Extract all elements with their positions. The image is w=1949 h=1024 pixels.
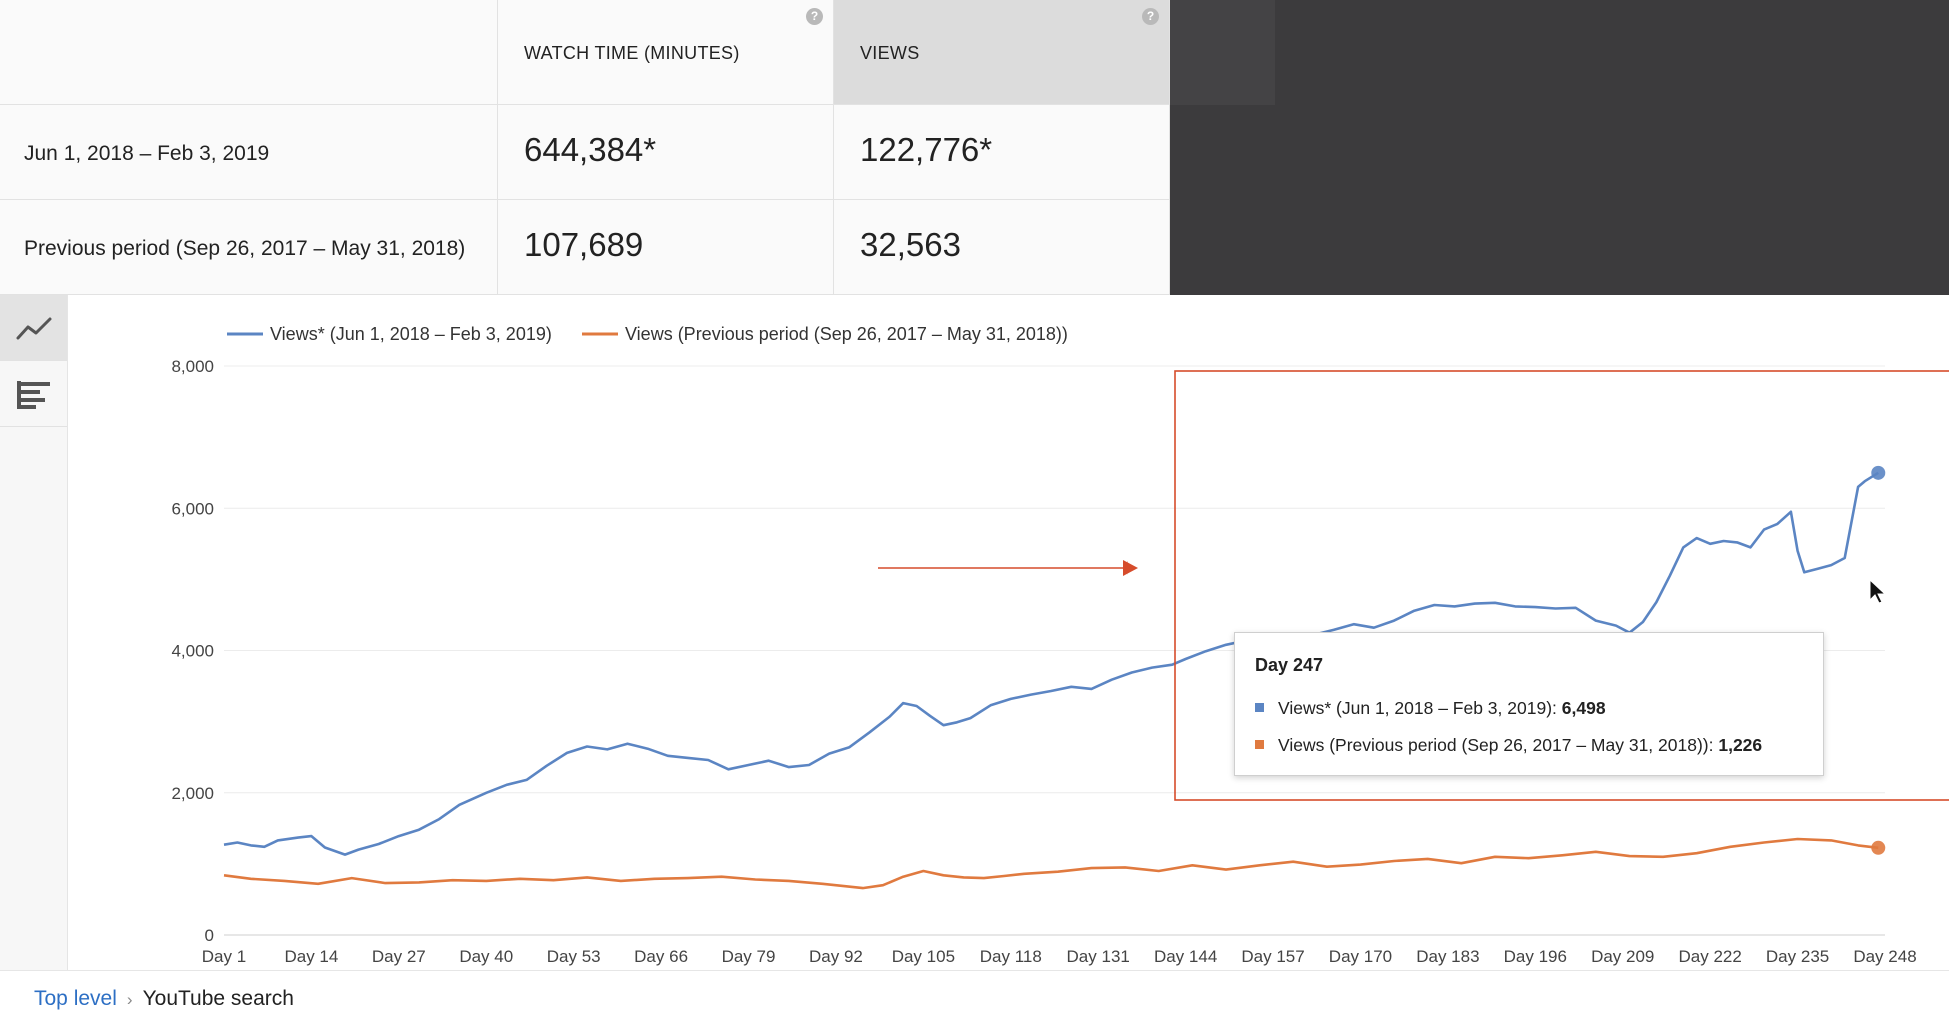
y-tick-label: 0 xyxy=(205,926,214,945)
y-tick-label: 4,000 xyxy=(171,642,214,661)
x-tick-label: Day 196 xyxy=(1504,947,1567,966)
x-tick-label: Day 79 xyxy=(722,947,776,966)
tooltip-title: Day 247 xyxy=(1255,655,1324,675)
watch-time-header-label: WATCH TIME (MINUTES) xyxy=(524,43,740,63)
highlight-box xyxy=(1174,370,1949,801)
x-tick-label: Day 40 xyxy=(459,947,513,966)
watch-time-value-cell: 107,689 xyxy=(498,200,834,295)
x-tick-label: Day 27 xyxy=(372,947,426,966)
views-value: 122,776* xyxy=(860,131,993,168)
x-tick-label: Day 92 xyxy=(809,947,863,966)
background-panel-inner xyxy=(1170,0,1275,105)
row-label: Jun 1, 2018 – Feb 3, 2019 xyxy=(24,142,270,165)
x-tick-label: Day 209 xyxy=(1591,947,1654,966)
line-chart-icon xyxy=(16,317,52,340)
series-line-current xyxy=(223,471,1879,856)
line-chart-button[interactable] xyxy=(0,295,67,361)
tooltip-label: Views* (Jun 1, 2018 – Feb 3, 2019): xyxy=(1278,698,1557,718)
legend: Views* (Jun 1, 2018 – Feb 3, 2019) Views… xyxy=(227,324,1068,344)
x-tick-label: Day 14 xyxy=(284,947,338,966)
table-row: Previous period (Sep 26, 2017 – May 31, … xyxy=(0,200,498,295)
breadcrumb-current: YouTube search xyxy=(142,987,294,1010)
bar-chart-button[interactable] xyxy=(0,361,67,427)
breadcrumb: Top level › YouTube search xyxy=(34,987,294,1011)
help-icon[interactable]: ? xyxy=(806,8,823,25)
hover-point-previous[interactable] xyxy=(1871,840,1886,855)
metrics-table: WATCH TIME (MINUTES) ? VIEWS ? Jun 1, 20… xyxy=(0,0,1170,295)
row-label: Previous period (Sep 26, 2017 – May 31, … xyxy=(24,237,466,260)
chart-tooltip: Day 247 Views* (Jun 1, 2018 – Feb 3, 201… xyxy=(1234,632,1824,776)
legend-label: Views* (Jun 1, 2018 – Feb 3, 2019) xyxy=(270,324,552,344)
tooltip-swatch xyxy=(1255,739,1264,749)
help-icon[interactable]: ? xyxy=(1142,8,1159,25)
y-tick-label: 2,000 xyxy=(171,784,214,803)
x-tick-label: Day 248 xyxy=(1853,947,1916,966)
views-value-cell: 32,563 xyxy=(834,200,1170,295)
series-layer xyxy=(223,465,1886,890)
table-row: Jun 1, 2018 – Feb 3, 2019 xyxy=(0,105,498,200)
views-header[interactable]: VIEWS ? xyxy=(834,0,1170,105)
chart-toolbar xyxy=(0,295,68,970)
y-axis: 0 2,000 4,000 6,000 8,000 xyxy=(171,357,214,945)
breadcrumb-separator: › xyxy=(126,990,133,1009)
x-tick-label: Day 53 xyxy=(547,947,601,966)
tooltip-row-previous: Views (Previous period (Sep 26, 2017 – M… xyxy=(1255,735,1762,756)
tooltip-row-current: Views* (Jun 1, 2018 – Feb 3, 2019): 6,49… xyxy=(1255,698,1606,719)
x-tick-label: Day 222 xyxy=(1678,947,1741,966)
divider xyxy=(0,970,1949,971)
y-tick-label: 8,000 xyxy=(171,357,214,376)
x-tick-label: Day 105 xyxy=(892,947,955,966)
series-line-previous xyxy=(223,837,1879,890)
background-panel xyxy=(1170,0,1949,295)
tooltip-value: 1,226 xyxy=(1718,735,1763,755)
x-tick-label: Day 170 xyxy=(1329,947,1392,966)
bar-chart-icon xyxy=(17,381,50,409)
x-tick-label: Day 157 xyxy=(1241,947,1304,966)
x-tick-label: Day 66 xyxy=(634,947,688,966)
tooltip-value: 6,498 xyxy=(1561,698,1606,718)
legend-label: Views (Previous period (Sep 26, 2017 – M… xyxy=(625,324,1068,344)
tooltip-swatch xyxy=(1255,702,1264,712)
mouse-cursor-icon xyxy=(1869,578,1887,604)
annotation-arrow xyxy=(878,560,1138,576)
watch-time-header[interactable]: WATCH TIME (MINUTES) ? xyxy=(498,0,834,105)
x-tick-label: Day 131 xyxy=(1067,947,1130,966)
table-corner-cell xyxy=(0,0,498,105)
tooltip-label: Views (Previous period (Sep 26, 2017 – M… xyxy=(1278,735,1714,755)
watch-time-value: 107,689 xyxy=(524,226,644,263)
x-axis: Day 1 Day 14 Day 27 Day 40 Day 53 Day 66 Day 7… xyxy=(202,947,1917,966)
x-tick-label: Day 144 xyxy=(1154,947,1217,966)
x-tick-label: Day 118 xyxy=(980,947,1042,966)
y-tick-label: 6,000 xyxy=(171,499,214,518)
hover-point-current[interactable] xyxy=(1871,465,1886,480)
watch-time-value: 644,384* xyxy=(524,131,657,168)
x-tick-label: Day 183 xyxy=(1416,947,1479,966)
x-tick-label: Day 1 xyxy=(202,947,246,966)
legend-item-current[interactable]: Views* (Jun 1, 2018 – Feb 3, 2019) xyxy=(227,324,552,344)
views-header-label: VIEWS xyxy=(860,43,920,63)
views-value-cell: 122,776* xyxy=(834,105,1170,200)
breadcrumb-link-top-level[interactable]: Top level xyxy=(34,987,117,1010)
x-tick-label: Day 235 xyxy=(1766,947,1829,966)
views-value: 32,563 xyxy=(860,226,961,263)
watch-time-value-cell: 644,384* xyxy=(498,105,834,200)
legend-item-previous[interactable]: Views (Previous period (Sep 26, 2017 – M… xyxy=(582,324,1068,344)
